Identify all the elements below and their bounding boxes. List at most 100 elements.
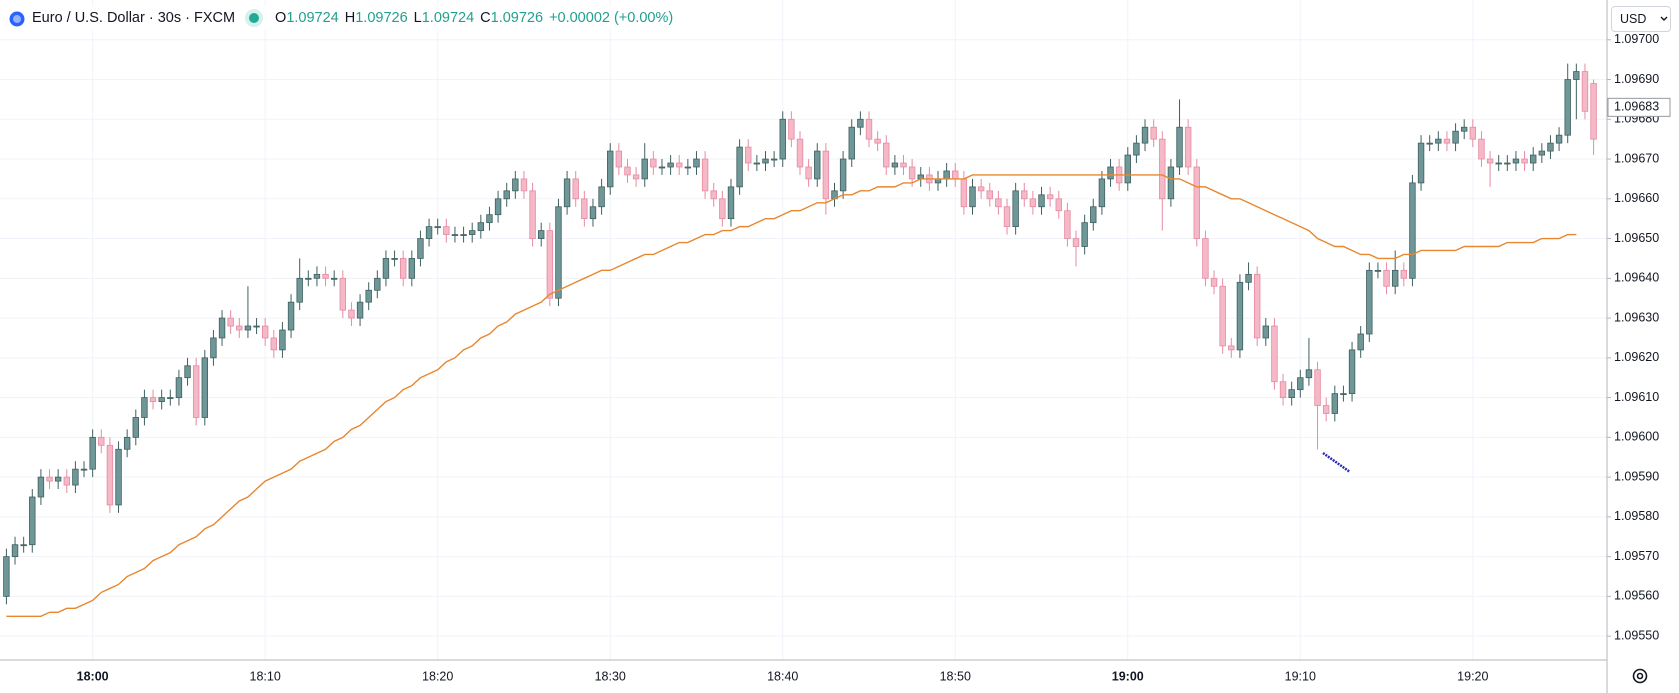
currency-button[interactable]: USD — [1611, 6, 1671, 32]
candle-body — [279, 329, 286, 351]
candle-body — [141, 397, 148, 418]
candle-body — [977, 186, 985, 192]
candle-body — [1090, 206, 1097, 224]
candle-body — [581, 198, 588, 220]
candle-body — [650, 158, 657, 168]
candle-body — [822, 150, 830, 200]
candle-body — [891, 162, 899, 168]
candle-body — [175, 377, 183, 398]
candle-body — [1098, 178, 1106, 208]
settings-icon[interactable] — [1632, 668, 1648, 684]
candle-body — [46, 476, 53, 482]
candle-body — [1297, 377, 1304, 391]
candle-body — [1305, 369, 1313, 379]
x-tick-label: 19:20 — [1457, 669, 1488, 683]
candle-body — [1150, 126, 1157, 140]
candle-body — [865, 118, 873, 140]
candle-body — [356, 301, 364, 319]
candle-body — [1590, 83, 1597, 140]
candle-body — [227, 317, 234, 327]
candle-body — [952, 170, 959, 180]
candle-body — [469, 230, 476, 235]
candle-body — [589, 206, 597, 220]
candle-body — [106, 444, 114, 506]
candle-body — [883, 142, 890, 168]
candle-body — [693, 158, 700, 168]
ohlc-value: 1.09726 — [355, 10, 408, 26]
candle-body — [624, 166, 631, 176]
candle-body — [322, 273, 329, 279]
y-tick-label: 1.09580 — [1614, 509, 1659, 523]
candle-body — [538, 230, 545, 239]
candle-body — [1348, 349, 1356, 395]
ohlc-key: L — [413, 10, 422, 26]
candle-body — [1460, 126, 1468, 132]
candle-body — [348, 309, 355, 319]
symbol-title[interactable]: Euro / U.S. Dollar · 30s · FXCM — [32, 10, 236, 26]
change: +0.00002 (+0.00%) — [549, 10, 674, 26]
candle-body — [1340, 393, 1347, 396]
candle-body — [1271, 325, 1278, 383]
candle-body — [451, 234, 459, 236]
candle-body — [512, 178, 519, 192]
marks — [3, 63, 1597, 617]
candle-body — [339, 277, 347, 311]
candle-body — [762, 158, 769, 164]
candle-body — [63, 476, 70, 486]
candle-body — [1012, 190, 1019, 228]
moving-average — [6, 174, 1577, 617]
candle-body — [1547, 142, 1554, 152]
ohlc-value: 1.09724 — [421, 10, 475, 26]
candle-body — [1314, 369, 1321, 406]
candle-body — [1253, 273, 1261, 339]
candle-body — [1469, 126, 1477, 140]
candle-body — [486, 214, 493, 224]
y-tick-label: 1.09620 — [1614, 350, 1659, 364]
candle-body — [1357, 333, 1364, 351]
candle-body — [1064, 210, 1071, 239]
candle-body — [1279, 381, 1287, 398]
x-tick-label: 18:00 — [77, 669, 109, 683]
candle-body — [874, 138, 881, 144]
candle-body — [1038, 194, 1045, 208]
candle-body — [1573, 71, 1580, 80]
ohlc-value: 1.09726 — [490, 10, 544, 26]
candle-body — [1262, 325, 1269, 339]
candle-body — [503, 190, 510, 200]
candle-body — [563, 178, 571, 208]
candle-body — [1046, 194, 1054, 200]
candle-body — [1193, 166, 1200, 239]
candle-body — [417, 238, 424, 259]
candle-body — [330, 277, 338, 280]
candle-body — [900, 162, 907, 168]
candle-body — [1391, 269, 1399, 287]
x-tick-label: 18:40 — [767, 669, 798, 683]
x-tick-label: 18:30 — [595, 669, 626, 683]
candle-body — [753, 162, 761, 165]
candle-body — [80, 468, 88, 471]
candle-body — [460, 234, 467, 236]
candle-body — [598, 186, 605, 208]
candle-body — [546, 230, 554, 299]
candle-body — [745, 146, 752, 164]
candle-body — [1176, 126, 1183, 168]
y-tick-label: 1.09610 — [1614, 390, 1659, 404]
candle-body — [313, 273, 321, 279]
candle-body — [995, 198, 1002, 208]
candle-body — [374, 277, 381, 291]
candle-body — [805, 166, 812, 180]
candle-body — [1210, 277, 1218, 287]
candle-body — [1219, 285, 1226, 347]
y-tick-label: 1.09550 — [1614, 628, 1659, 642]
candle-body — [1236, 281, 1244, 351]
candle-body — [158, 397, 165, 402]
x-tick-label: 18:10 — [250, 669, 281, 683]
candle-body — [296, 277, 303, 303]
candle-body — [1452, 130, 1459, 144]
drawing-line[interactable] — [1322, 451, 1351, 474]
candle-body — [1055, 198, 1062, 212]
x-tick-label: 19:00 — [1112, 669, 1144, 683]
candle-body — [684, 166, 692, 169]
x-tick-label: 19:10 — [1285, 669, 1316, 683]
